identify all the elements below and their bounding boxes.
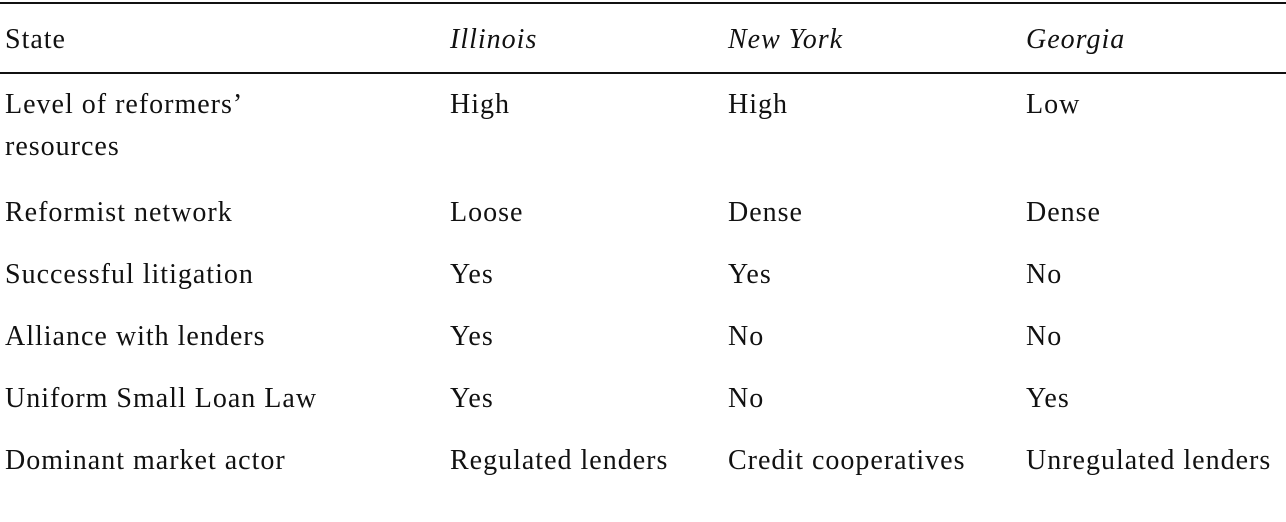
row-label: Reformist network — [5, 197, 233, 228]
row-label: Successful litigation — [5, 259, 254, 290]
table-cell: No — [1026, 321, 1063, 352]
table-cell: Credit cooperatives — [728, 445, 966, 476]
table-cell: Dense — [728, 197, 803, 228]
table-cell: Dense — [1026, 197, 1101, 228]
table-cell: Loose — [450, 197, 524, 228]
header-cell: Illinois — [450, 24, 538, 55]
table-cell: Yes — [450, 259, 494, 290]
row-label: Alliance with lenders — [5, 321, 266, 352]
table-cell: Regulated lenders — [450, 445, 669, 476]
row-label: Uniform Small Loan Law — [5, 383, 318, 414]
header-cell: New York — [728, 24, 844, 55]
table-cell: High — [450, 89, 510, 120]
row-label: Dominant market actor — [5, 445, 286, 476]
header-cell: Georgia — [1026, 24, 1126, 55]
table-cell: No — [728, 321, 765, 352]
table-cell: Yes — [450, 321, 494, 352]
table-cell: Yes — [728, 259, 772, 290]
table-cell: High — [728, 89, 788, 120]
table-cell: Yes — [1026, 383, 1070, 414]
table-cell: Unregulated lenders — [1026, 445, 1272, 476]
table-cell: Yes — [450, 383, 494, 414]
top-rule — [0, 2, 1286, 4]
row-label: Level of reformers’ resources — [5, 89, 242, 162]
header-rule — [0, 72, 1286, 74]
header-cell: State — [5, 24, 66, 55]
table-cell: Low — [1026, 89, 1081, 120]
table-cell: No — [1026, 259, 1063, 290]
table-cell: No — [728, 383, 765, 414]
